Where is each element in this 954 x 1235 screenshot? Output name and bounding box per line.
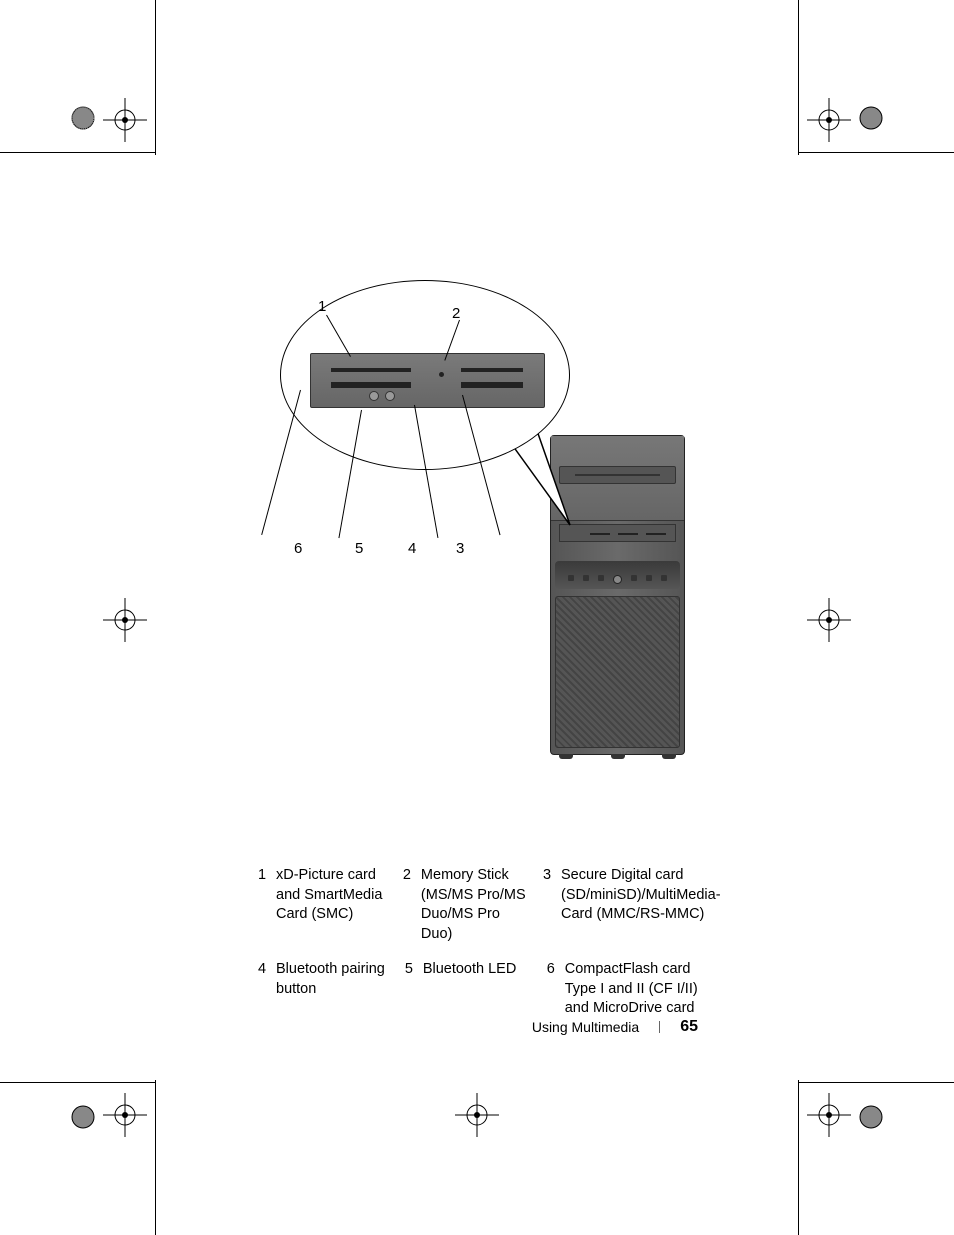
footer-divider [659, 1021, 660, 1033]
tower-foot [662, 754, 676, 759]
registration-mark-icon [95, 590, 155, 650]
crop-line [155, 0, 156, 155]
footer-page-number: 65 [680, 1018, 698, 1036]
reader-led [439, 372, 444, 377]
callout-number: 2 [452, 305, 460, 322]
diagram: 1 2 3 4 5 6 [260, 280, 700, 770]
legend-cell: 6 CompactFlash card Type I and II (CF I/… [547, 960, 718, 1019]
legend-row: 4 Bluetooth pairing button 5 Bluetooth L… [258, 960, 718, 1019]
registration-dot-icon [858, 1104, 884, 1130]
legend-cell: 3 Secure Digital card (SD/miniSD)/MultiM… [543, 866, 718, 944]
legend-number: 3 [543, 866, 561, 944]
tower-feet [551, 754, 684, 760]
legend-cell: 4 Bluetooth pairing button [258, 960, 405, 1019]
legend-text: xD-Picture card and SmartMedia Card (SMC… [276, 866, 403, 944]
reader-slot [646, 533, 666, 535]
legend-number: 2 [403, 866, 421, 944]
registration-dot-icon [70, 105, 96, 131]
tower-foot [611, 754, 625, 759]
crop-line [799, 152, 954, 153]
legend-text: CompactFlash card Type I and II (CF I/II… [565, 960, 718, 1019]
legend-table: 1 xD-Picture card and SmartMedia Card (S… [258, 866, 718, 1035]
crop-line [0, 152, 155, 153]
tower-foot [559, 754, 573, 759]
callout-number: 1 [318, 298, 326, 315]
crop-line [155, 1080, 156, 1235]
card-slot [331, 382, 411, 388]
crop-line [0, 1082, 155, 1083]
card-slot [461, 382, 523, 388]
legend-number: 1 [258, 866, 276, 944]
legend-text: Secure Digital card (SD/miniSD)/MultiMed… [561, 866, 731, 944]
usb-port-icon [661, 575, 667, 581]
callout-number: 5 [355, 540, 363, 557]
card-slot [331, 368, 411, 372]
registration-mark-icon [95, 90, 155, 150]
tower-front-io [555, 575, 680, 584]
crop-line [799, 1082, 954, 1083]
usb-port-icon [568, 575, 574, 581]
tower-grille [555, 596, 680, 748]
registration-dot-icon [70, 1104, 96, 1130]
usb-port-icon [583, 575, 589, 581]
tower-front-brace [555, 561, 680, 589]
legend-row: 1 xD-Picture card and SmartMedia Card (S… [258, 866, 718, 944]
card-reader-panel [310, 353, 545, 408]
legend-cell: 1 xD-Picture card and SmartMedia Card (S… [258, 866, 403, 944]
legend-number: 4 [258, 960, 276, 1019]
legend-cell: 2 Memory Stick (MS/MS Pro/MS Duo/MS Pro … [403, 866, 543, 944]
registration-mark-icon [95, 1085, 155, 1145]
registration-dot-icon [858, 105, 884, 131]
callout-number: 6 [294, 540, 302, 557]
legend-text: Memory Stick (MS/MS Pro/MS Duo/MS Pro Du… [421, 866, 543, 944]
legend-number: 6 [547, 960, 565, 1019]
page-footer: Using Multimedia 65 [532, 1018, 698, 1036]
registration-mark-icon [447, 1085, 507, 1145]
callout-number: 4 [408, 540, 416, 557]
audio-port-icon [598, 575, 604, 581]
callout-leader-line [261, 390, 301, 535]
reader-slot [618, 533, 638, 535]
page: 1 2 3 4 5 6 1 xD-Picture card and SmartM… [0, 0, 954, 1235]
legend-number: 5 [405, 960, 423, 1019]
footer-section-title: Using Multimedia [532, 1019, 639, 1035]
registration-mark-icon [799, 1085, 859, 1145]
power-button-icon [613, 575, 622, 584]
legend-text: Bluetooth pairing button [276, 960, 405, 1019]
callout-number: 3 [456, 540, 464, 557]
card-slot [461, 368, 523, 372]
registration-mark-icon [799, 90, 859, 150]
registration-mark-icon [799, 590, 859, 650]
legend-text: Bluetooth LED [423, 960, 527, 1019]
bluetooth-led-icon [385, 391, 395, 401]
usb-port-icon [646, 575, 652, 581]
bluetooth-button-icon [369, 391, 379, 401]
audio-port-icon [631, 575, 637, 581]
legend-cell: 5 Bluetooth LED [405, 960, 547, 1019]
